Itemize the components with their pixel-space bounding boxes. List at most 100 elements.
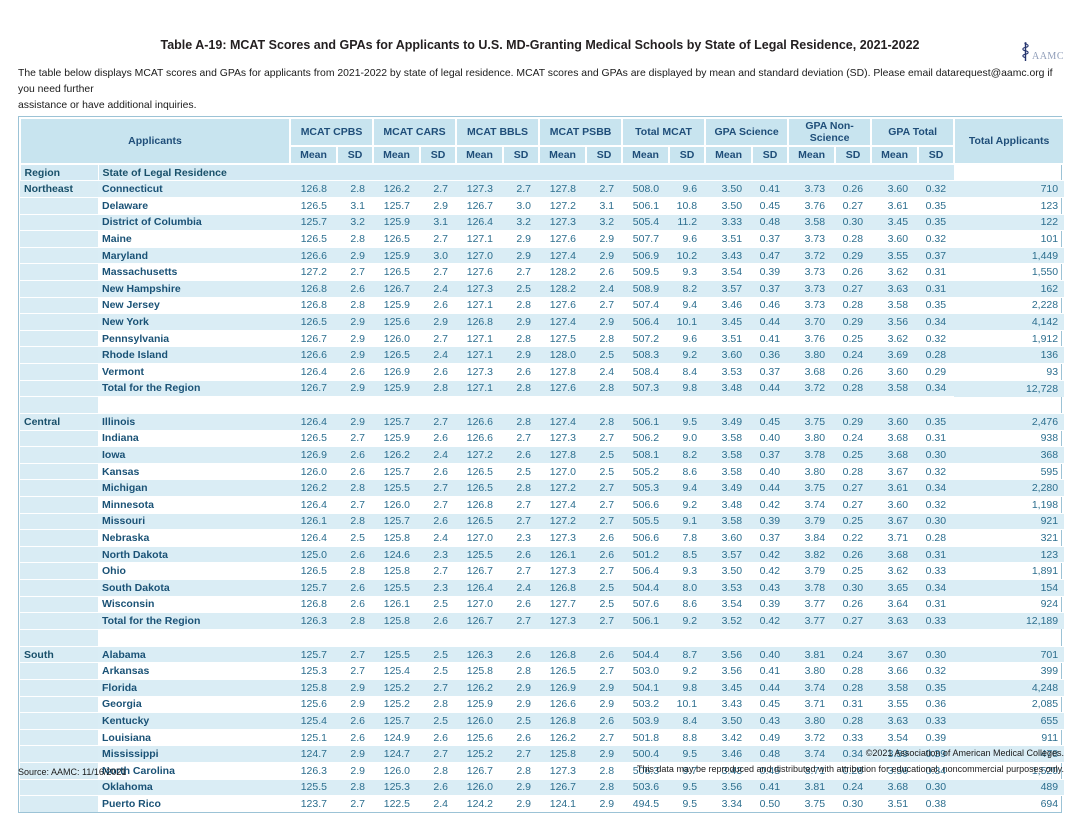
- sd-cell: 2.9: [586, 795, 623, 812]
- sd-cell: 0.34: [918, 579, 955, 597]
- sd-cell: 2.8: [503, 413, 540, 431]
- mean-cell: 126.5: [456, 462, 504, 480]
- sd-cell: 0.37: [752, 279, 789, 298]
- mean-cell: 123.7: [290, 795, 337, 812]
- mean-cell: 125.2: [373, 695, 421, 713]
- mean-cell: 127.3: [456, 279, 504, 298]
- sd-cell: 2.9: [503, 230, 540, 248]
- col-group-total-mcat: Total MCAT: [621, 117, 707, 148]
- sd-cell: 0.25: [835, 512, 872, 530]
- mean-cell: 124.7: [290, 745, 337, 763]
- sd-cell: 0.42: [752, 562, 789, 580]
- region-cell: [20, 512, 98, 530]
- mean-cell: 3.72: [788, 246, 836, 264]
- state-cell: Alabama: [98, 645, 290, 663]
- sd-cell: 2.5: [586, 346, 623, 364]
- sd-cell: 0.24: [835, 429, 872, 447]
- sd-cell: 2.7: [503, 512, 540, 530]
- sd-cell: 2.4: [503, 579, 540, 597]
- sd-cell: 2.9: [337, 413, 374, 431]
- mean-cell: 125.9: [373, 429, 421, 447]
- state-cell: Mississippi: [98, 745, 290, 763]
- sd-cell: 2.7: [420, 679, 457, 697]
- sd-cell: 0.25: [835, 446, 872, 464]
- sd-cell: 2.7: [586, 612, 623, 630]
- mean-cell: 127.3: [456, 362, 504, 380]
- state-cell: Indiana: [98, 429, 290, 447]
- mean-cell: 126.7: [290, 379, 337, 397]
- region-cell: [20, 496, 98, 514]
- total-applicants-cell: 123: [954, 545, 1065, 563]
- sd-cell: 0.44: [752, 379, 789, 397]
- mean-cell: 126.4: [290, 529, 337, 547]
- sd-cell: 2.9: [420, 313, 457, 331]
- sd-cell: 2.8: [503, 662, 540, 680]
- sd-cell: 2.6: [503, 362, 540, 380]
- mean-cell: 503.6: [622, 778, 670, 796]
- mean-cell: 126.1: [539, 545, 587, 563]
- state-cell: Pennsylvania: [98, 329, 290, 347]
- mean-cell: 508.3: [622, 346, 670, 364]
- mean-cell: 124.7: [373, 745, 421, 763]
- sd-cell: 2.7: [503, 496, 540, 514]
- mean-cell: 127.2: [539, 196, 587, 215]
- sd-cell: 2.7: [503, 429, 540, 447]
- sd-cell: 9.6: [669, 180, 706, 198]
- sd-cell: 2.8: [586, 778, 623, 796]
- sd-cell: 3.0: [420, 246, 457, 264]
- sd-cell: 0.28: [835, 462, 872, 480]
- sd-cell: 0.31: [918, 545, 955, 563]
- mean-cell: 126.3: [456, 645, 504, 663]
- mean-cell: 126.6: [456, 429, 504, 447]
- col-mean: Mean: [289, 145, 338, 166]
- sd-cell: 2.8: [337, 512, 374, 530]
- state-cell: New Hampshire: [98, 279, 290, 298]
- mean-cell: 127.3: [539, 612, 587, 630]
- mean-cell: 3.68: [871, 429, 919, 447]
- sd-cell: 2.8: [586, 379, 623, 397]
- mean-cell: 127.8: [539, 362, 587, 380]
- mean-cell: 3.69: [871, 346, 919, 364]
- mean-cell: 125.7: [373, 712, 421, 730]
- sd-cell: 2.3: [503, 529, 540, 547]
- sd-cell: 0.34: [918, 379, 955, 397]
- total-applicants-cell: 321: [954, 529, 1065, 547]
- sd-cell: 2.4: [586, 362, 623, 380]
- mean-cell: 3.45: [705, 679, 753, 697]
- sd-cell: 0.30: [918, 446, 955, 464]
- sd-cell: 0.26: [835, 180, 872, 198]
- mean-cell: 126.7: [373, 279, 421, 298]
- mean-cell: 3.55: [871, 695, 919, 713]
- mean-cell: 3.60: [705, 529, 753, 547]
- mean-cell: 125.9: [373, 246, 421, 264]
- mean-cell: 127.2: [539, 512, 587, 530]
- region-cell: [20, 329, 98, 347]
- sd-cell: 2.7: [586, 429, 623, 447]
- mean-cell: 126.4: [290, 362, 337, 380]
- state-cell: Puerto Rico: [98, 795, 290, 812]
- sd-cell: 0.30: [835, 795, 872, 812]
- total-applicants-cell: 162: [954, 279, 1065, 298]
- mean-cell: 126.6: [456, 413, 504, 431]
- sd-cell: 2.9: [420, 196, 457, 215]
- region-cell: [20, 396, 98, 414]
- mean-cell: 127.8: [539, 180, 587, 198]
- sd-cell: 2.6: [337, 579, 374, 597]
- spacer-cell: [98, 628, 955, 647]
- sd-cell: 8.6: [669, 462, 706, 480]
- sd-cell: 0.32: [918, 462, 955, 480]
- sd-cell: 0.31: [918, 263, 955, 281]
- sd-cell: 2.7: [586, 662, 623, 680]
- mean-cell: 3.48: [705, 379, 753, 397]
- table-row: Minnesota 126.4 2.7 126.0 2.7 126.8 2.7 127.4 2.…: [20, 496, 1065, 514]
- mcat-gpa-table: Applicants MCAT CPBS MCAT CARS MCAT BBLS…: [19, 117, 1066, 812]
- sd-cell: 0.40: [752, 645, 789, 663]
- col-group-gpa-science: GPA Science: [704, 117, 790, 148]
- mean-cell: 126.8: [290, 296, 337, 314]
- region-cell: [20, 362, 98, 380]
- table-row: Mississippi 124.7 2.9 124.7 2.7 125.2 2.7 125.8…: [20, 745, 1065, 763]
- col-group-mcat-cpbs: MCAT CPBS: [288, 117, 375, 148]
- region-cell: Central: [20, 413, 98, 431]
- table-row: Nebraska 126.4 2.5 125.8 2.4 127.0 2.3 127.3 2.6…: [20, 529, 1065, 547]
- table-row: Iowa 126.9 2.6 126.2 2.4 127.2 2.6 127.8 2.5 508.…: [20, 446, 1065, 464]
